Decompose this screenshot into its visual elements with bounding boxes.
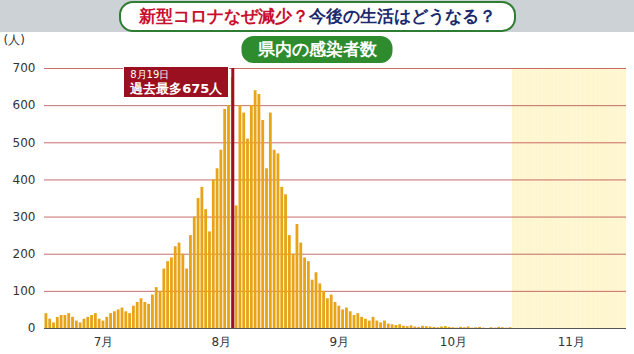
svg-text:11月: 11月: [558, 335, 585, 349]
html-text:新型コロナなぜ減少？今後の生活はどうなる？: 新型コロナなぜ減少？今後の生活はどうなる？: [138, 5, 496, 26]
svg-text:7月: 7月: [94, 335, 114, 349]
svg-text:0: 0: [28, 321, 36, 335]
html-text:8月19日: 8月19日: [130, 69, 170, 80]
svg-text:400: 400: [13, 173, 36, 187]
html-text:過去最多675人: 過去最多675人: [130, 81, 223, 96]
svg-text:10月: 10月: [440, 335, 467, 349]
svg-text:600: 600: [13, 98, 36, 112]
svg-text:200: 200: [13, 247, 36, 261]
svg-text:700: 700: [13, 61, 36, 75]
svg-text:9月: 9月: [329, 335, 349, 349]
svg-text:100: 100: [13, 284, 36, 298]
svg-text:300: 300: [13, 210, 36, 224]
html-text:県内の感染者数: 県内の感染者数: [257, 39, 377, 59]
svg-text:8月: 8月: [212, 335, 232, 349]
svg-text:500: 500: [13, 136, 36, 150]
svg-text:(人): (人): [4, 33, 25, 47]
